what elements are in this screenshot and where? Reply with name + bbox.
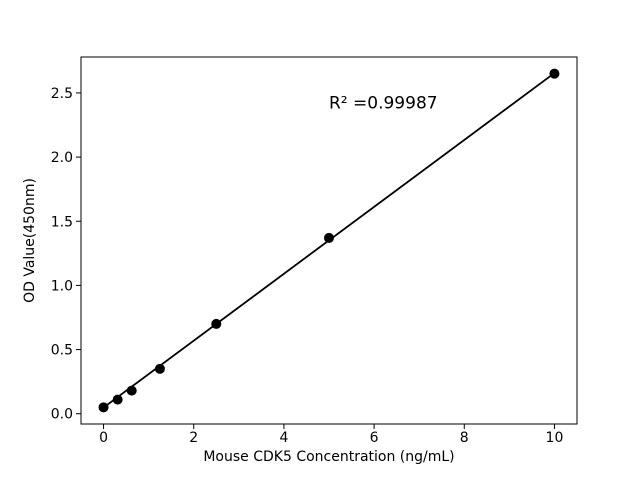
data-point (112, 394, 123, 405)
x-tick-label: 2 (189, 430, 198, 446)
data-point (154, 363, 165, 374)
data-point (126, 385, 137, 396)
y-axis-label: OD Value(450nm) (22, 178, 38, 303)
x-tick-label: 10 (546, 430, 564, 446)
x-axis-label: Mouse CDK5 Concentration (ng/mL) (203, 449, 454, 465)
y-tick-label: 2.5 (51, 86, 73, 102)
y-tick-label: 0.0 (51, 407, 73, 423)
y-tick-label: 0.5 (51, 343, 73, 359)
y-axis-ticks: 0.0 0.5 1.0 1.5 2.0 2.5 (51, 86, 81, 423)
x-axis-ticks: 0 2 4 6 8 10 (99, 424, 563, 446)
data-point (549, 68, 560, 79)
data-point (211, 318, 222, 329)
data-point (324, 232, 334, 243)
x-tick-label: 4 (279, 430, 288, 446)
x-tick-label: 8 (460, 430, 469, 446)
y-tick-label: 2.0 (51, 150, 73, 166)
y-tick-label: 1.5 (51, 214, 73, 230)
x-tick-label: 0 (99, 430, 108, 446)
r-squared-annotation: R² =0.99987 (329, 93, 438, 113)
data-point (98, 402, 109, 413)
data-points (98, 68, 560, 413)
x-tick-label: 6 (370, 430, 379, 446)
y-tick-label: 1.0 (51, 278, 73, 294)
plot-border (80, 56, 578, 425)
